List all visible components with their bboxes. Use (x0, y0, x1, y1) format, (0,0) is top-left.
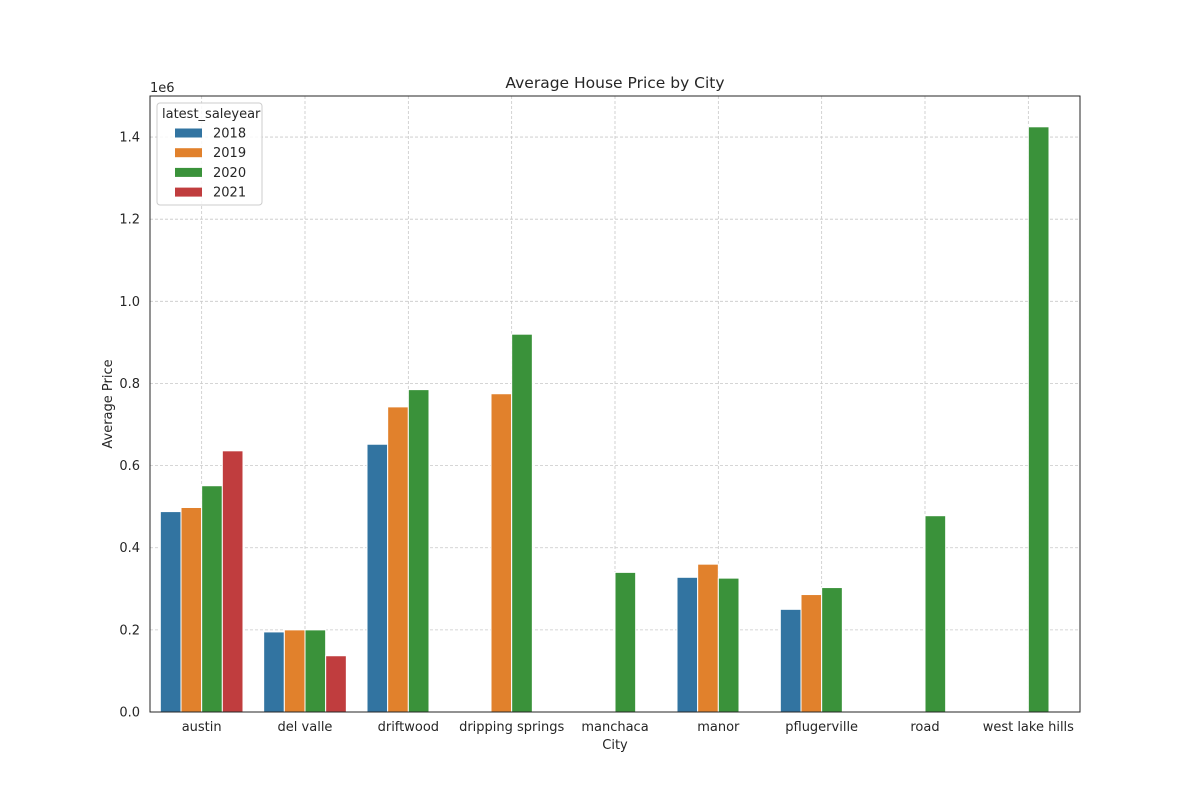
plot-frame (149, 95, 1081, 713)
bar-2020-driftwood (407, 389, 430, 713)
bar-2019-dripping-springs (490, 393, 513, 713)
y-tick-label: 0.6 (119, 459, 140, 474)
bar-2020-manor (717, 577, 740, 713)
legend-label-2020: 2020 (213, 166, 246, 181)
bar-2019-driftwood (387, 406, 409, 713)
bar-2020-west-lake-hills (1027, 126, 1050, 713)
legend-swatch-2020 (175, 167, 202, 177)
bar-2020-austin (201, 485, 223, 713)
y-tick-label: 1.0 (119, 295, 140, 310)
x-tick-label: driftwood (378, 720, 439, 735)
y-tick-label: 0.2 (119, 623, 140, 638)
y-tick-label: 0.0 (119, 706, 140, 721)
legend: latest_saleyear 2018 2019 2020 2021 (156, 102, 263, 206)
x-axis-ticks: austin del valle driftwood dripping springs… (182, 720, 1074, 735)
legend-swatch-2018 (175, 128, 202, 138)
bar-2018-pflugerville (779, 608, 802, 713)
bar-2019-del-valle (283, 629, 306, 713)
legend-label-2019: 2019 (213, 146, 246, 161)
bar-2019-pflugerville (800, 594, 823, 713)
legend-swatch-2021 (175, 187, 202, 197)
bars (159, 126, 1050, 713)
bar-2021-austin (221, 450, 244, 713)
x-tick-label: west lake hills (983, 720, 1074, 735)
x-tick-label: austin (182, 720, 222, 735)
bar-2018-del-valle (263, 631, 285, 713)
y-axis-label: Average Price (101, 359, 116, 448)
x-tick-label: manor (697, 720, 740, 735)
legend-swatch-2019 (175, 148, 202, 158)
x-tick-label: del valle (278, 720, 333, 735)
y-tick-label: 0.4 (119, 541, 140, 556)
bar-2021-del-valle (325, 655, 347, 713)
x-axis-label: City (602, 738, 628, 753)
x-tick-label: road (910, 720, 939, 735)
chart-title: Average House Price by City (505, 74, 724, 92)
x-tick-label: manchaca (581, 720, 648, 735)
x-tick-label: pflugerville (785, 720, 858, 735)
bar-2018-austin (159, 511, 182, 713)
y-tick-label: 1.4 (119, 131, 140, 146)
bar-2020-del-valle (304, 629, 327, 713)
bar-2020-pflugerville (821, 587, 843, 713)
bar-2020-dripping-springs (511, 333, 533, 713)
x-tick-label: dripping springs (459, 720, 564, 735)
y-tick-label: 1.2 (119, 213, 140, 228)
legend-label-2018: 2018 (213, 127, 246, 142)
bar-2020-road (924, 515, 947, 713)
bar-2018-manor (676, 576, 699, 713)
legend-title: latest_saleyear (162, 107, 261, 122)
bar-2020-manchaca (614, 571, 637, 713)
y-axis-ticks: 0.0 0.2 0.4 0.6 0.8 1.0 1.2 1.4 (119, 131, 140, 721)
legend-label-2021: 2021 (213, 186, 246, 201)
bar-2019-austin (180, 506, 203, 713)
y-tick-label: 0.8 (119, 377, 140, 392)
y-axis-offset-label: 1e6 (150, 81, 175, 96)
bar-2019-manor (697, 563, 719, 713)
bar-2018-driftwood (366, 443, 389, 713)
